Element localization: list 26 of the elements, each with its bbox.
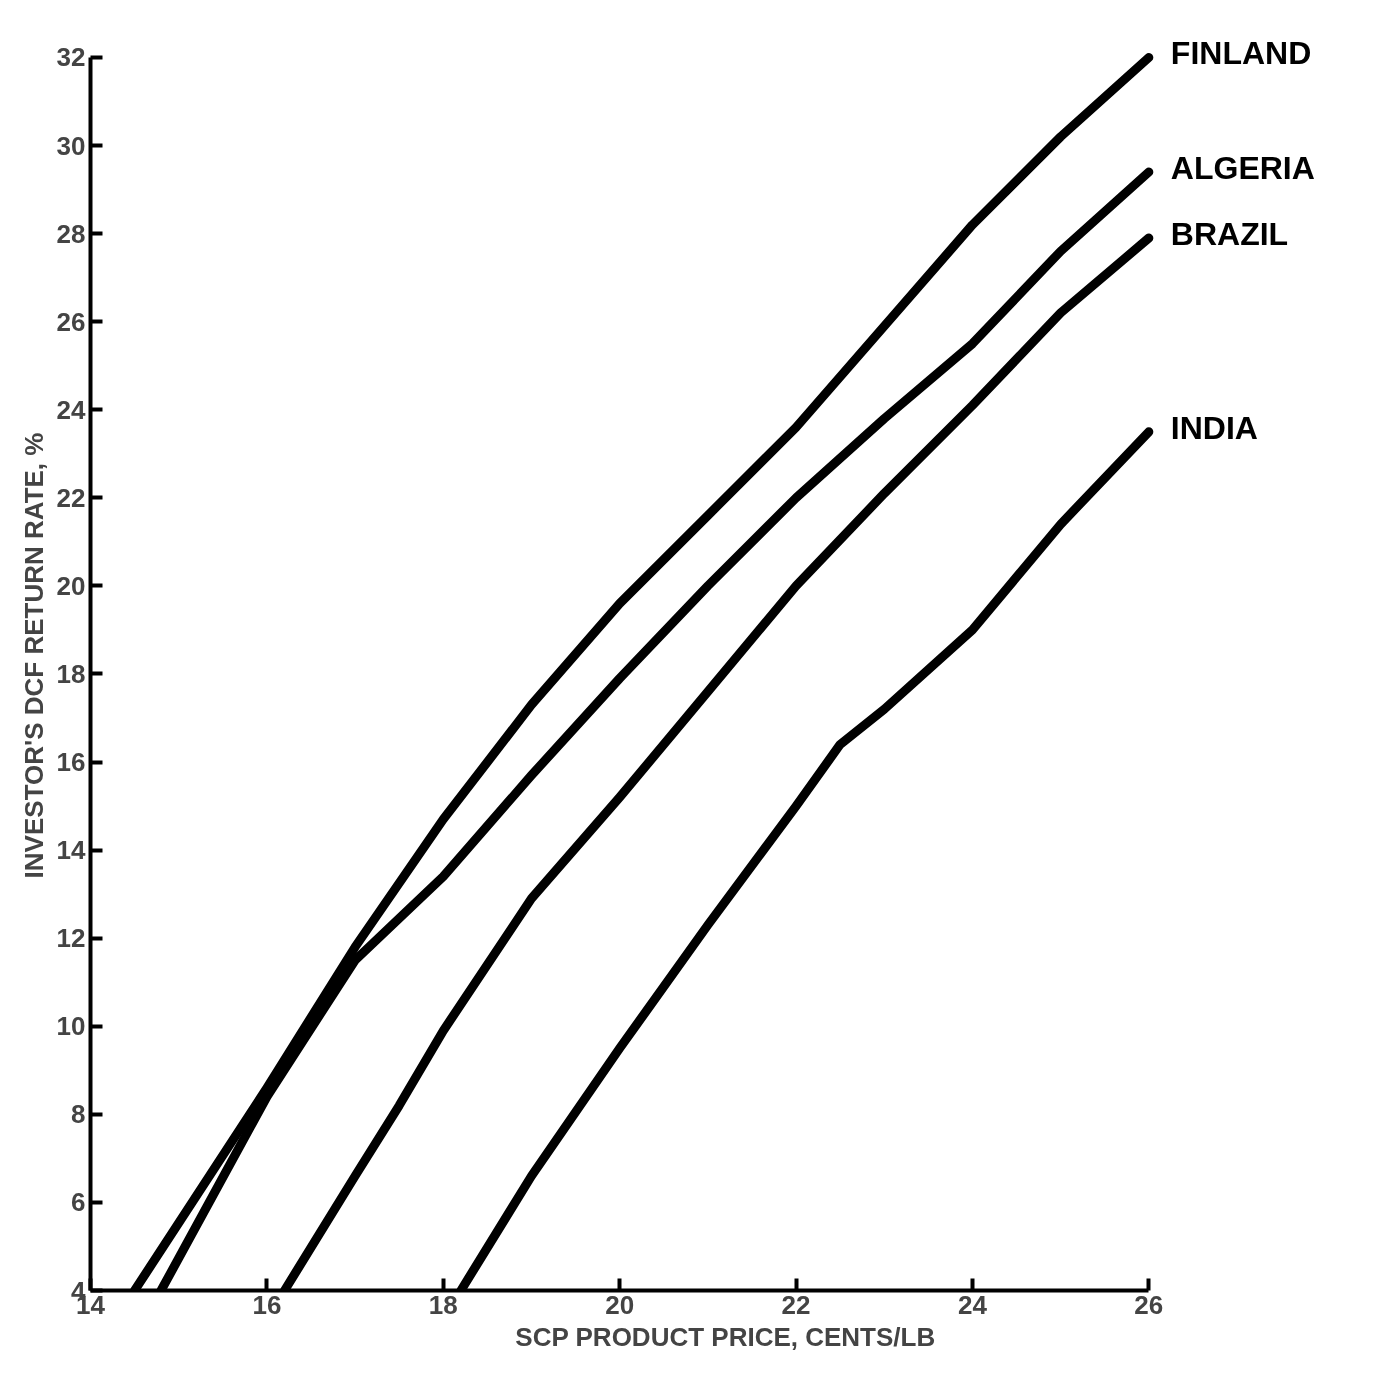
x-axis-title: SCP PRODUCT PRICE, CENTS/LB [515, 1321, 936, 1352]
x-tick-label: 22 [781, 1289, 811, 1320]
y-tick-label: 6 [71, 1187, 86, 1218]
x-tick-label: 24 [957, 1289, 988, 1320]
y-tick-label: 10 [56, 1011, 86, 1042]
x-tick-label: 18 [428, 1289, 458, 1320]
x-tick-label: 16 [252, 1289, 282, 1320]
y-tick-label: 32 [56, 42, 86, 73]
y-tick-label: 22 [56, 482, 86, 513]
series-label: INDIA [1170, 409, 1258, 446]
y-tick-label: 30 [56, 130, 86, 161]
series-label: FINLAND [1170, 35, 1312, 72]
series-label: ALGERIA [1170, 149, 1315, 186]
y-tick-label: 14 [56, 835, 87, 866]
series-label: BRAZIL [1170, 216, 1289, 253]
y-tick-label: 26 [56, 306, 86, 337]
y-tick-label: 24 [56, 394, 87, 425]
y-axis-title: INVESTOR'S DCF RETURN RATE, % [18, 432, 49, 879]
y-tick-label: 12 [56, 923, 86, 954]
x-tick-label: 20 [605, 1289, 635, 1320]
y-tick-label: 28 [56, 218, 86, 249]
x-tick-label: 26 [1134, 1289, 1164, 1320]
y-tick-label: 8 [71, 1099, 86, 1130]
y-tick-label: 20 [56, 570, 86, 601]
y-tick-label: 18 [56, 659, 86, 689]
y-tick-label: 16 [56, 747, 86, 778]
